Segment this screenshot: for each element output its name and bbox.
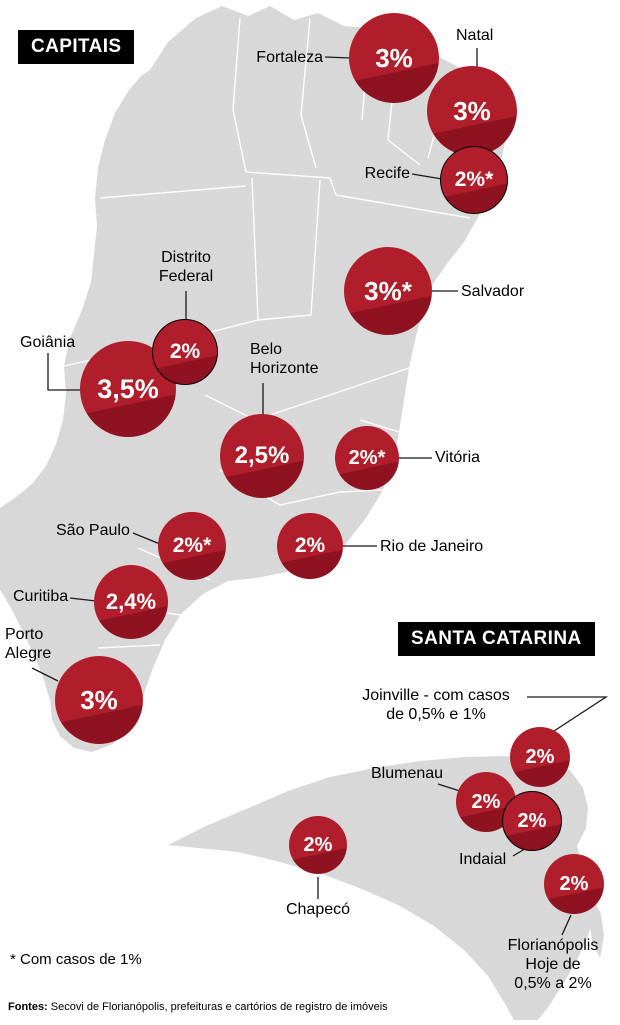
bubble-value: 3% — [453, 95, 491, 126]
florianopolis-island-shape — [589, 896, 604, 958]
bubble-distrito-federal: 2% — [152, 319, 218, 385]
santa-catarina-header: SANTA CATARINA — [398, 622, 595, 656]
label-sao-paulo: São Paulo — [56, 522, 130, 539]
bubble-value: 2% — [559, 872, 589, 895]
bubble-vitoria: 2%* — [335, 426, 399, 490]
bubble-salvador: 3%* — [344, 247, 432, 335]
bubble-value: 2% — [517, 809, 547, 832]
capitais-header: CAPITAIS — [18, 30, 135, 64]
bubble-porto-alegre: 3% — [55, 656, 143, 744]
bubble-value: 2%* — [454, 168, 494, 191]
bubble-value: 2%* — [172, 534, 212, 557]
label-belo-horizonte: Belo Horizonte — [250, 341, 319, 377]
bubble-sao-paulo: 2%* — [158, 512, 226, 580]
bubble-fortaleza: 3% — [349, 13, 439, 103]
line-porto-alegre — [31, 667, 59, 682]
label-porto-alegre: Porto Alegre — [5, 626, 52, 662]
line-curitiba — [69, 597, 97, 602]
line-sao-paulo — [132, 532, 161, 545]
bubble-florianopolis: 2% — [544, 854, 604, 914]
label-salvador: Salvador — [461, 283, 525, 300]
footnote: * Com casos de 1% — [10, 951, 142, 968]
bubble-indaial: 2% — [502, 791, 562, 851]
line-recife — [411, 173, 443, 180]
line-joinville — [527, 696, 609, 732]
bubble-value: 2% — [471, 790, 501, 813]
label-natal: Natal — [456, 27, 494, 44]
label-fortaleza: Fortaleza — [256, 49, 323, 66]
bubble-value: 2% — [294, 534, 326, 557]
bubble-rio-de-janeiro: 2% — [277, 513, 343, 579]
line-goiania — [47, 353, 82, 391]
sources-text: Secovi de Florianópolis, prefeituras e c… — [47, 1001, 388, 1013]
sources: Fontes: Secovi de Florianópolis, prefeit… — [8, 1001, 388, 1013]
bubble-joinville: 2% — [510, 727, 570, 787]
bubble-value: 3% — [80, 684, 118, 715]
sources-label: Fontes: — [8, 1001, 48, 1013]
bubble-value: 3,5% — [97, 373, 159, 404]
bubble-natal: 3% — [427, 66, 517, 156]
label-chapeco: Chapecó — [285, 901, 351, 918]
label-indaial: Indaial — [459, 851, 507, 868]
label-vitoria: Vitória — [435, 449, 481, 466]
bubble-value: 2%* — [348, 446, 386, 469]
label-florianopolis: Florianópolis Hoje de 0,5% a 2% — [507, 937, 599, 992]
bubble-chapeco: 2% — [289, 816, 347, 874]
bubble-value: 2% — [525, 745, 555, 768]
bubble-belo-horizonte: 2,5% — [220, 414, 304, 498]
bubble-value: 3%* — [364, 275, 412, 306]
line-florianopolis — [561, 914, 572, 936]
label-curitiba: Curitiba — [13, 588, 69, 605]
label-blumenau: Blumenau — [371, 765, 444, 782]
bubble-value: 2,4% — [105, 589, 157, 614]
bubble-value: 2% — [303, 833, 333, 856]
bubble-recife: 2%* — [440, 146, 508, 214]
label-joinville: Joinville - com casos de 0,5% e 1% — [362, 687, 510, 723]
label-rio-de-janeiro: Rio de Janeiro — [380, 538, 484, 555]
label-distrito-federal: Distrito Federal — [158, 249, 214, 285]
bubble-curitiba: 2,4% — [94, 565, 168, 639]
line-fortaleza — [324, 56, 352, 59]
bubble-value: 2,5% — [234, 442, 290, 469]
label-goiania: Goiânia — [20, 334, 76, 351]
label-recife: Recife — [364, 165, 410, 182]
bubble-value: 2% — [169, 340, 201, 363]
bubble-value: 3% — [375, 42, 413, 73]
